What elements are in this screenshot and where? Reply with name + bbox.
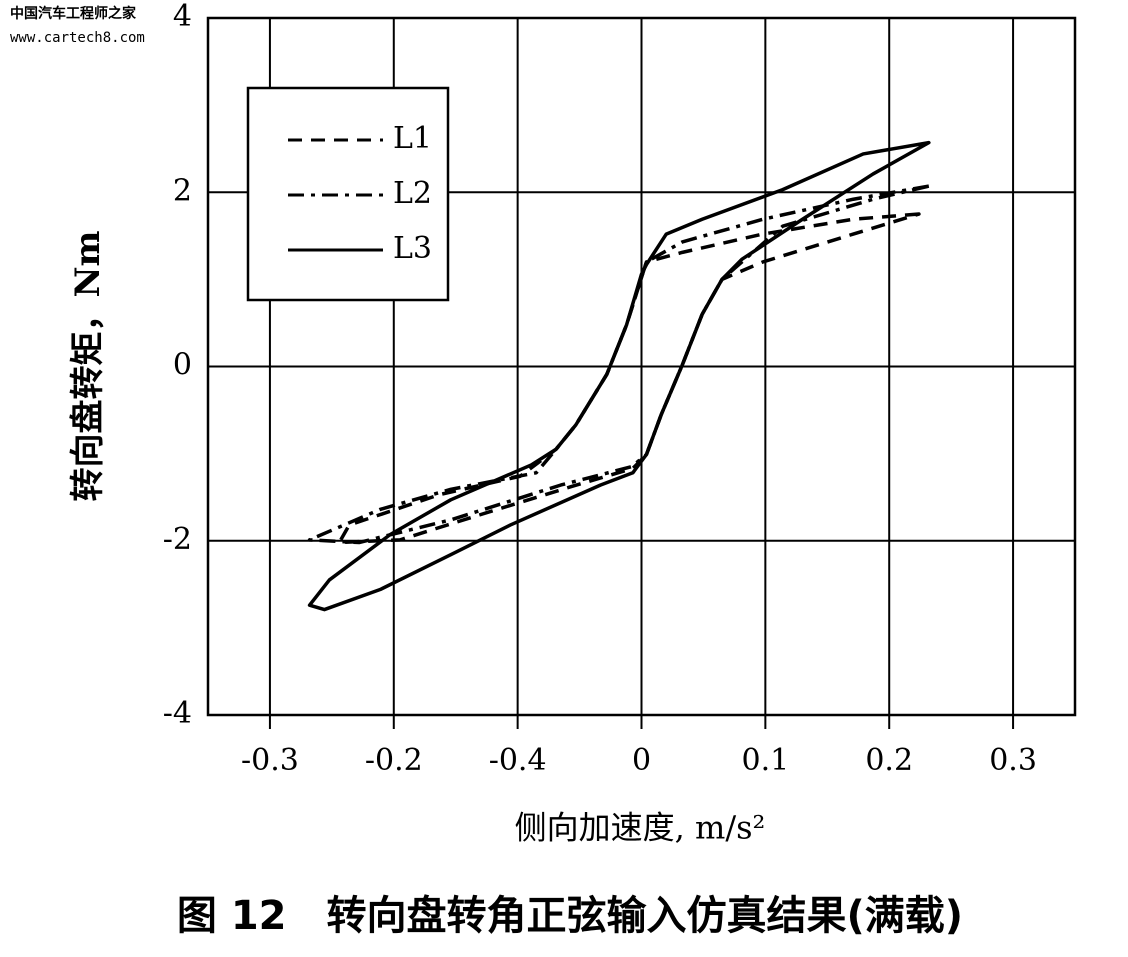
legend-label: L3	[393, 231, 432, 266]
watermark: 中国汽车工程师之家	[10, 5, 137, 22]
caption: 图 12 转向盘转角正弦输入仿真结果(满载)	[177, 893, 963, 939]
y-tick-label: 2	[173, 173, 192, 208]
x-tick-label: -0.2	[365, 743, 423, 778]
series-line	[307, 140, 931, 612]
x-tick-label: 0	[632, 743, 651, 778]
legend-label: L2	[393, 176, 432, 211]
y-tick-label: 4	[173, 0, 192, 34]
x-tick-label: -0.3	[241, 743, 299, 778]
legend-label: L1	[393, 121, 432, 156]
x-tick-label: 0.2	[865, 743, 913, 778]
y-tick-label: -2	[163, 522, 192, 557]
y-tick-label: -4	[163, 696, 192, 731]
y-tick-label: 0	[173, 348, 192, 383]
watermark: www.cartech8.com	[10, 30, 145, 46]
y-axis-label: 转向盘转矩，Nm	[68, 230, 108, 501]
x-axis-label: 侧向加速度, m/s²	[515, 809, 766, 847]
x-tick-label: 0.3	[989, 743, 1037, 778]
x-tick-label: 0.1	[741, 743, 789, 778]
x-tick-label: -0.4	[489, 743, 547, 778]
plot-frame	[206, 16, 1077, 717]
series-line	[307, 184, 931, 545]
